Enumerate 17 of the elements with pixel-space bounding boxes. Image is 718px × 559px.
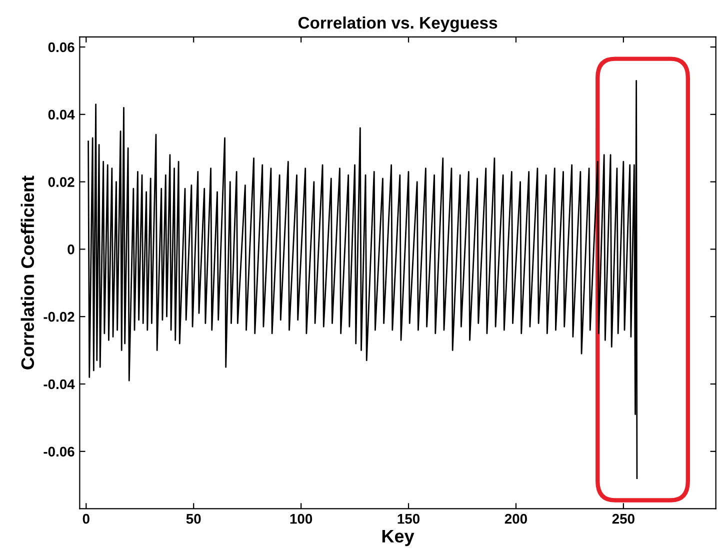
x-tick-label: 200 (504, 514, 527, 524)
x-tick-label: 0 (82, 514, 90, 524)
x-tick-label: 50 (186, 514, 201, 524)
y-tick-label: 0.06 (48, 42, 74, 52)
line-series (88, 80, 638, 480)
x-tick-label: 150 (398, 514, 420, 524)
x-tick-label: 100 (290, 514, 312, 524)
y-tick-label: 0 (68, 244, 74, 254)
x-tick-label: 250 (612, 514, 634, 524)
y-tick-label: -0.02 (44, 312, 74, 322)
y-axis-title: Correlation Coefficient (20, 176, 34, 370)
y-tick-label: 0.02 (48, 177, 74, 187)
y-tick-label: 0.04 (48, 110, 75, 120)
y-tick-label: -0.04 (44, 379, 75, 390)
chart-title: Correlation vs. Keyguess (298, 16, 498, 32)
x-axis-title: Key (382, 530, 414, 546)
y-tick-label: -0.06 (44, 446, 74, 457)
